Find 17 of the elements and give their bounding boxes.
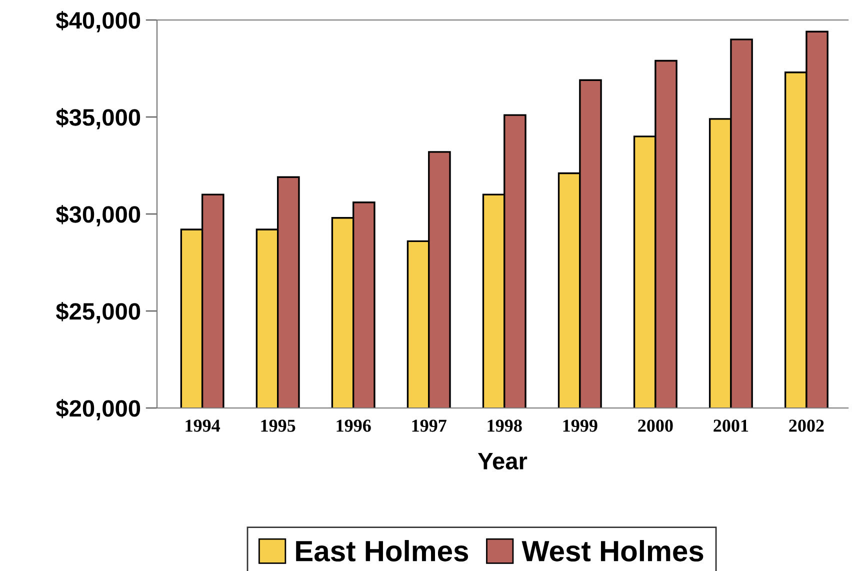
y-tick-label: $25,000 bbox=[56, 302, 140, 324]
x-tick-label: 2000 bbox=[638, 420, 673, 432]
x-tick-label: 1995 bbox=[261, 420, 296, 432]
x-tick-label: 1996 bbox=[336, 420, 371, 432]
y-tick-label: $35,000 bbox=[56, 108, 140, 130]
x-axis-title: Year bbox=[478, 453, 528, 470]
x-tick-label: 1994 bbox=[186, 420, 220, 432]
y-tick-label: $30,000 bbox=[56, 205, 140, 226]
legend-label: East Holmes bbox=[296, 540, 468, 562]
x-tick-label: 1998 bbox=[488, 420, 522, 432]
x-tick-label: 2002 bbox=[789, 420, 824, 432]
y-tick-label: $20,000 bbox=[56, 399, 140, 420]
legend-label: West Holmes bbox=[522, 540, 704, 562]
y-tick-label: $40,000 bbox=[56, 11, 140, 32]
x-tick-label: 1997 bbox=[412, 420, 446, 432]
x-tick-label: 1999 bbox=[563, 420, 598, 432]
x-tick-label: 2001 bbox=[714, 420, 748, 432]
